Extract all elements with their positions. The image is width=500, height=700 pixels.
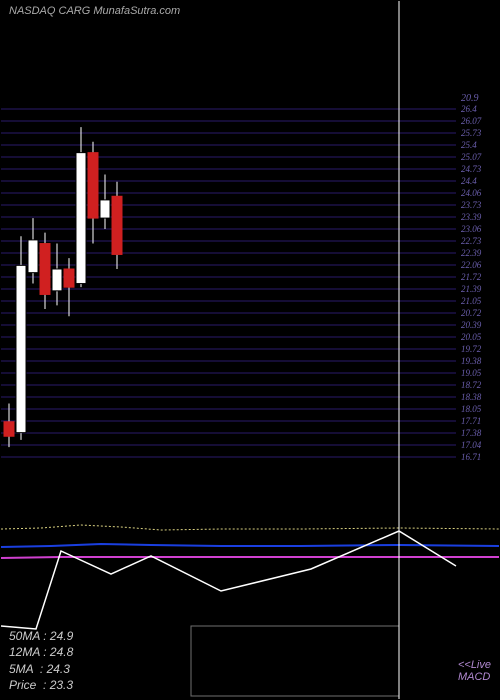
svg-text:22.39: 22.39 xyxy=(461,248,482,258)
svg-text:23.39: 23.39 xyxy=(461,212,482,222)
svg-text:21.05: 21.05 xyxy=(461,296,482,306)
stock-chart: NASDAQ CARG MunafaSutra.com 26.4 26.07 25.… xyxy=(0,0,500,700)
price-row: Price : 23.3 xyxy=(9,678,73,692)
svg-text:18.38: 18.38 xyxy=(461,392,482,402)
svg-text:23.73: 23.73 xyxy=(461,200,482,210)
svg-text:18.05: 18.05 xyxy=(461,404,482,414)
svg-text:18.72: 18.72 xyxy=(461,380,482,390)
svg-text:20.72: 20.72 xyxy=(461,308,482,318)
svg-text:21.72: 21.72 xyxy=(461,272,482,282)
svg-text:22.73: 22.73 xyxy=(461,236,482,246)
svg-text:16.71: 16.71 xyxy=(461,452,481,462)
svg-text:25.07: 25.07 xyxy=(461,152,482,162)
svg-text:24.4: 24.4 xyxy=(461,176,477,186)
svg-text:17.04: 17.04 xyxy=(461,440,482,450)
svg-text:17.38: 17.38 xyxy=(461,428,482,438)
ma12-row: 12MA : 24.8 xyxy=(9,645,73,659)
exchange-label: NASDAQ xyxy=(9,5,55,17)
svg-text:20.05: 20.05 xyxy=(461,332,482,342)
svg-text:25.73: 25.73 xyxy=(461,128,482,138)
info-block: 50MA : 24.9 12MA : 24.8 5MA : 24.3 Price… xyxy=(9,628,73,693)
live-macd-label: <<Live MACD xyxy=(458,659,491,683)
ma50-row: 50MA : 24.9 xyxy=(9,629,73,643)
svg-text:25.4: 25.4 xyxy=(461,140,477,150)
svg-text:22.06: 22.06 xyxy=(461,260,482,270)
svg-text:20.9: 20.9 xyxy=(461,93,479,104)
svg-text:19.38: 19.38 xyxy=(461,356,482,366)
svg-text:19.05: 19.05 xyxy=(461,368,482,378)
svg-text:21.39: 21.39 xyxy=(461,284,482,294)
ticker-label: CARG xyxy=(59,5,91,17)
chart-svg: 26.4 26.07 25.73 25.4 25.07 24.73 24.4 24.06 23.… xyxy=(1,1,499,699)
svg-text:24.06: 24.06 xyxy=(461,188,482,198)
svg-text:24.73: 24.73 xyxy=(461,164,482,174)
site-label: MunafaSutra.com xyxy=(93,5,180,17)
svg-text:23.06: 23.06 xyxy=(461,224,482,234)
svg-text:26.4: 26.4 xyxy=(461,104,477,114)
svg-text:19.72: 19.72 xyxy=(461,344,482,354)
svg-text:20.39: 20.39 xyxy=(461,320,482,330)
ma5-row: 5MA : 24.3 xyxy=(9,662,70,676)
svg-text:17.71: 17.71 xyxy=(461,416,481,426)
svg-text:26.07: 26.07 xyxy=(461,116,482,126)
chart-header: NASDAQ CARG MunafaSutra.com xyxy=(9,5,180,17)
